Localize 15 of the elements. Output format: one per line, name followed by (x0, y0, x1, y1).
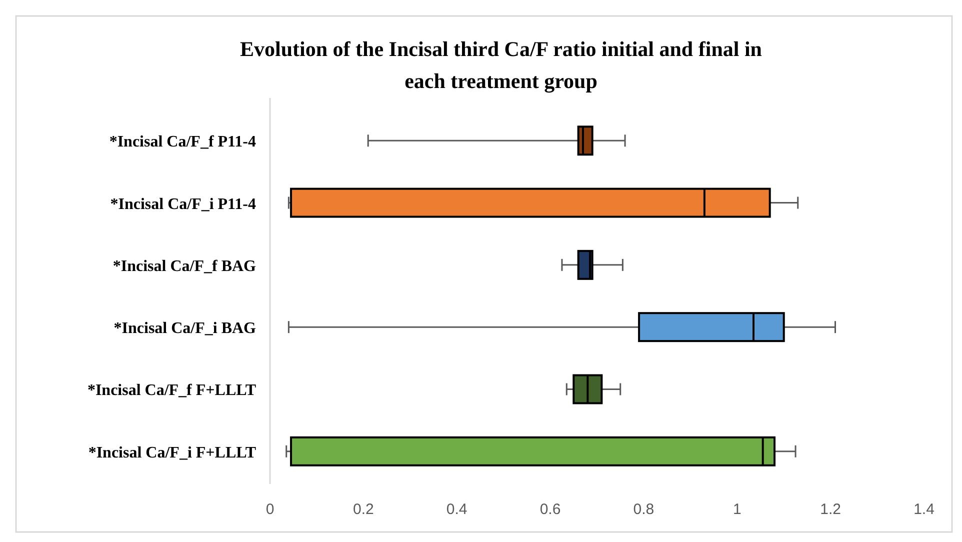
y-tick-label: *Incisal Ca/F_f BAG (112, 258, 257, 275)
y-tick-label: *Incisal Ca/F_i P11-4 (110, 196, 256, 213)
y-tick-label: *Incisal Ca/F_f F+LLLT (87, 382, 256, 400)
x-tick-label: 1.2 (820, 501, 841, 518)
x-tick-label: 0.4 (446, 501, 468, 518)
x-tick-label: 0 (266, 501, 274, 518)
y-tick-label: *Incisal Ca/F_i BAG (114, 320, 257, 338)
y-tick-label: *Incisal Ca/F_i F+LLLT (88, 444, 256, 462)
x-tick-label: 0.6 (540, 501, 561, 518)
x-tick-label: 0.2 (353, 501, 374, 518)
x-tick-label: 0.8 (633, 501, 654, 518)
y-tick-label: *Incisal Ca/F_f P11-4 (109, 134, 256, 151)
x-tick-label: 1 (732, 501, 742, 518)
x-tick-label: 1.4 (914, 501, 934, 518)
chart-title: Evolution of the Incisal third Ca/F ratio initial and final in each treatment group (240, 37, 762, 93)
